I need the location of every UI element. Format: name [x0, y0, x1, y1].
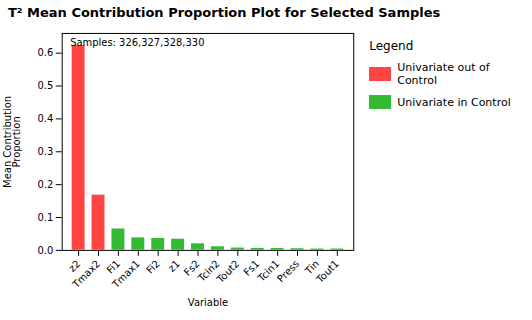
svg-text:Fi1: Fi1 [104, 258, 123, 276]
svg-text:Tmax1: Tmax1 [109, 258, 142, 291]
svg-text:Tout2: Tout2 [214, 258, 242, 286]
svg-text:Press: Press [275, 258, 301, 284]
html-text:T² Mean Contribution Proportio: T² Mean Contribution Proportion Plot for… [8, 5, 441, 20]
svg-text:0.5: 0.5 [37, 80, 53, 91]
svg-text:0.3: 0.3 [37, 146, 53, 157]
svg-text:z2: z2 [66, 258, 83, 274]
svg-text:Mean ContributionProportion: Mean ContributionProportion [2, 96, 23, 188]
html-text:Legend: Legend [369, 39, 414, 53]
svg-text:0.0: 0.0 [37, 245, 53, 256]
svg-text:Fs2: Fs2 [181, 258, 202, 278]
svg-text:Tcin2: Tcin2 [196, 258, 222, 284]
svg-text:Tout1: Tout1 [313, 258, 341, 286]
svg-text:Tmax2: Tmax2 [70, 258, 103, 291]
svg-text:z1: z1 [166, 258, 182, 274]
svg-text:0.1: 0.1 [37, 212, 53, 223]
svg-text:Tcin1: Tcin1 [255, 258, 281, 284]
svg-text:Samples: 326,327,328,330: Samples: 326,327,328,330 [70, 37, 204, 48]
svg-text:0.2: 0.2 [37, 179, 53, 190]
svg-text:Tin: Tin [302, 258, 322, 277]
svg-text:Variable: Variable [188, 297, 228, 308]
svg-text:Fs1: Fs1 [241, 258, 262, 278]
svg-text:Fi2: Fi2 [144, 258, 162, 276]
html-text:Univariate out of Control: Univariate out of Control [397, 61, 490, 87]
html-text:Univariate in Control: Univariate in Control [397, 95, 511, 109]
svg-text:0.4: 0.4 [37, 113, 53, 124]
svg-text:0.6: 0.6 [37, 47, 53, 58]
